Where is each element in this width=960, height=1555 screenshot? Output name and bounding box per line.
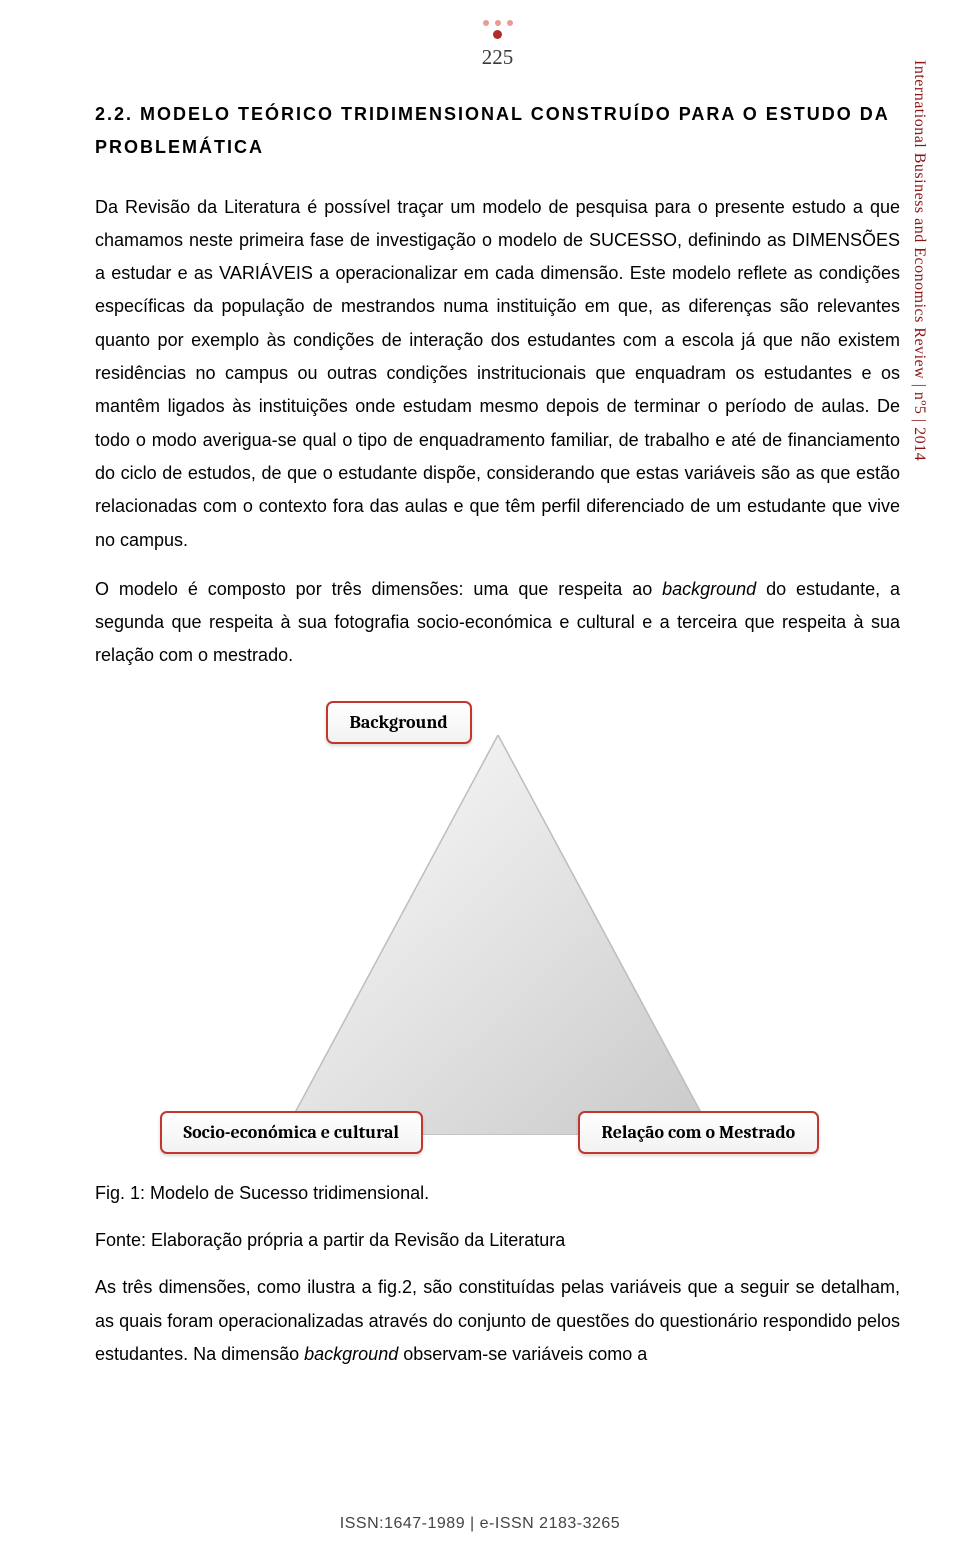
dot-icon [483,20,489,26]
page-marker: 225 [95,20,900,70]
diagram-node-background: Background [326,701,472,744]
paragraph-3-italic: background [304,1344,398,1364]
model-diagram: Background Socio-económica e cultural Re… [148,689,848,1159]
dots-row-2 [493,30,502,39]
footer-issn: ISSN:1647-1989 | e-ISSN 2183-3265 [0,1515,960,1533]
paragraph-3: As três dimensões, como ilustra a fig.2,… [95,1271,900,1371]
dot-icon [493,30,502,39]
dot-icon [507,20,513,26]
paragraph-2-a: O modelo é composto por três dimensões: … [95,579,662,599]
triangle-svg [283,735,713,1135]
paragraph-2: O modelo é composto por três dimensões: … [95,573,900,673]
paragraph-3-b: observam-se variáveis como a [398,1344,647,1364]
triangle-icon [283,735,713,1135]
diagram-node-mestrado: Relação com o Mestrado [578,1111,820,1154]
journal-sidebar: International Business and Economics Rev… [910,60,938,700]
paragraph-1: Da Revisão da Literatura é possível traç… [95,191,900,557]
page: 225 International Business and Economics… [0,0,960,1555]
figure-caption: Fig. 1: Modelo de Sucesso tridimensional… [95,1177,900,1210]
diagram-node-socio: Socio-económica e cultural [160,1111,424,1154]
journal-title-vertical: International Business and Economics Rev… [910,60,928,461]
paragraph-1-text: Da Revisão da Literatura é possível traç… [95,197,900,550]
paragraph-2-italic: background [662,579,756,599]
section-heading: 2.2. MODELO TEÓRICO TRIDIMENSIONAL CONST… [95,98,900,165]
figure-source: Fonte: Elaboração própria a partir da Re… [95,1224,900,1257]
dot-icon [495,20,501,26]
page-number: 225 [482,45,514,70]
dots-row-1 [483,20,513,26]
